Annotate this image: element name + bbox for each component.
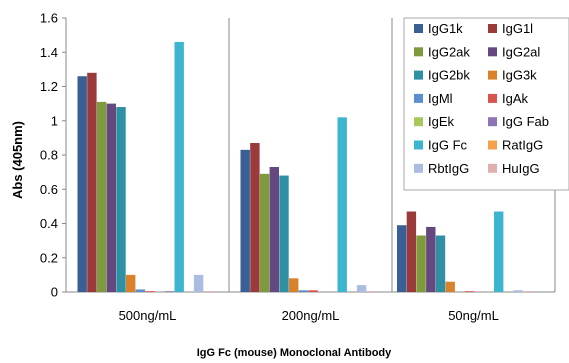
bar — [203, 291, 213, 292]
bar — [298, 290, 309, 292]
bar — [445, 281, 455, 292]
bar — [523, 291, 533, 292]
bar — [337, 117, 347, 292]
bar — [135, 289, 146, 292]
y-tick-label: 1.2 — [40, 79, 58, 94]
y-tick-label: 1 — [51, 113, 58, 128]
y-axis-label: Abs (405nm) — [10, 121, 25, 199]
x-category-label: 50ng/mL — [448, 308, 499, 323]
bar — [406, 211, 417, 292]
x-axis-label: IgG Fc (mouse) Monoclonal Antibody — [197, 347, 392, 359]
legend-label: IgMl — [428, 91, 453, 106]
bar — [96, 101, 107, 292]
bar — [145, 291, 155, 292]
legend-box — [403, 17, 569, 191]
legend-label: HuIgG — [502, 161, 540, 176]
x-category-label: 500ng/mL — [119, 308, 177, 323]
legend-label: IgG3k — [502, 68, 537, 83]
bar — [308, 290, 318, 292]
legend-swatch — [414, 93, 423, 103]
legend-swatch — [414, 47, 423, 57]
legend: IgG1k IgG1l IgG2ak IgG2al IgG2bk IgG3k IgMl IgA… — [403, 17, 569, 191]
legend-swatch — [488, 24, 497, 33]
bar — [126, 274, 136, 292]
legend-swatch — [414, 70, 423, 80]
bar — [494, 211, 504, 292]
bar — [435, 235, 446, 292]
bar — [240, 149, 250, 292]
bar — [174, 41, 184, 292]
bar — [397, 225, 407, 292]
legend-swatch — [488, 163, 497, 173]
bar — [116, 107, 126, 292]
bar — [250, 143, 260, 292]
legend-label: IgG1k — [428, 21, 463, 36]
legend-swatch — [488, 140, 497, 150]
bar — [279, 175, 289, 292]
y-tick-label: 0.8 — [40, 148, 58, 163]
legend-label: IgEk — [428, 114, 455, 129]
legend-label: IgG2bk — [428, 68, 470, 83]
y-tick-labels: 0 0.2 0.4 0.6 0.8 1 1.2 1.4 1.6 — [40, 11, 66, 300]
bar — [289, 278, 299, 292]
legend-swatch — [488, 70, 497, 80]
legend-swatch — [414, 140, 423, 150]
bar — [193, 274, 204, 292]
legend-swatch — [488, 47, 497, 57]
bar — [366, 291, 376, 292]
legend-label: IgG1l — [502, 21, 533, 36]
legend-swatch — [488, 117, 497, 127]
legend-label: IgG Fc — [428, 138, 468, 153]
bar — [269, 166, 279, 292]
y-tick-label: 1.4 — [40, 45, 58, 60]
legend-swatch — [414, 117, 423, 127]
bar — [356, 285, 367, 292]
bar — [87, 72, 97, 292]
bar — [164, 291, 175, 292]
bars — [77, 41, 533, 292]
x-category-label: 200ng/mL — [282, 308, 340, 323]
legend-label: RatIgG — [502, 138, 543, 153]
legend-swatch — [414, 163, 423, 173]
legend-label: IgAk — [502, 91, 529, 106]
legend-swatch — [488, 93, 497, 103]
x-category-labels: 500ng/mL 200ng/mL 50ng/mL — [119, 308, 499, 323]
bar — [259, 173, 270, 292]
y-tick-label: 0.6 — [40, 182, 58, 197]
bar — [464, 291, 475, 292]
bar — [416, 235, 426, 292]
legend-label: IgG2al — [502, 44, 540, 59]
bar — [77, 76, 87, 292]
legend-label: RbtIgG — [428, 161, 469, 176]
y-tick-label: 0.4 — [40, 216, 58, 231]
bar — [426, 226, 436, 292]
legend-swatch — [414, 24, 423, 33]
y-tick-label: 0 — [51, 285, 58, 300]
legend-label: IgG Fab — [502, 114, 549, 129]
y-tick-label: 1.6 — [40, 11, 58, 26]
y-tick-label: 0.2 — [40, 250, 58, 265]
bar — [513, 290, 523, 292]
bar — [106, 103, 116, 292]
legend-label: IgG2ak — [428, 44, 470, 59]
